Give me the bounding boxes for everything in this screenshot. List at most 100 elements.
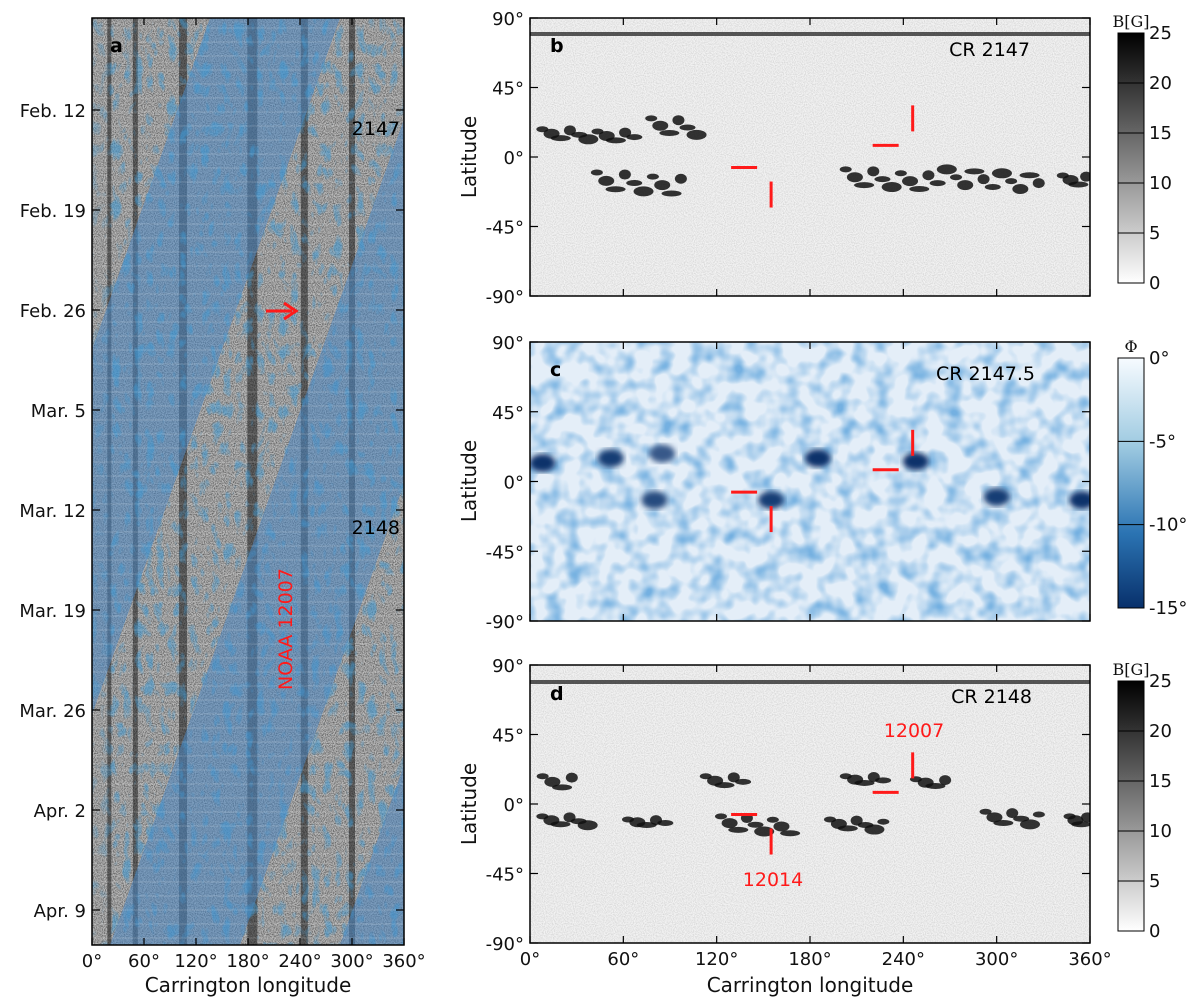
panel-a-ytick-label: Mar. 26 bbox=[19, 701, 86, 722]
panel-b-flux-patch bbox=[1012, 184, 1029, 195]
panel-d-flux-patch bbox=[714, 782, 735, 789]
panel-d-ylabel: Latitude bbox=[457, 763, 481, 845]
panel-d-flux-patch bbox=[721, 818, 738, 829]
panel-b-flux-patch bbox=[957, 180, 974, 191]
panel-b-ytick-label: 90° bbox=[492, 9, 524, 30]
panel-a-letter: a bbox=[110, 35, 123, 57]
panel-d-flux-patch bbox=[657, 819, 674, 826]
panel-b-flux-patch bbox=[1032, 178, 1045, 189]
panel-c-markers bbox=[731, 429, 915, 533]
panel-d-colorbar: B[G]25 20 15 10 5 0 bbox=[1112, 660, 1171, 942]
panel-d-ytick-label: 90° bbox=[492, 656, 524, 677]
panel-c-x-axis bbox=[529, 342, 1091, 621]
panel-d-flux-patch bbox=[766, 816, 779, 823]
panel-c-ytick-label: -45° bbox=[486, 542, 524, 563]
panel-b-x-axis bbox=[529, 18, 1091, 296]
panel-b-colorbar-label: 15 bbox=[1149, 123, 1172, 144]
panel-d-letter: d bbox=[550, 683, 564, 705]
panel-c-y-axis: 90° 45° 0° -45° -90° bbox=[486, 333, 1090, 633]
panel-c-ytick-label: 45° bbox=[492, 403, 524, 424]
panel-a-image bbox=[92, 18, 404, 945]
panel-b-flux-patch bbox=[590, 169, 603, 176]
panel-d-colorbar-label: 5 bbox=[1149, 871, 1160, 892]
panel-d-flux-patch bbox=[747, 821, 764, 828]
panel-d-ytick-label: -90° bbox=[486, 934, 524, 955]
panel-d-flux-patch bbox=[536, 773, 549, 780]
panel-d-flux-patch bbox=[979, 808, 992, 815]
panel-a-stripe bbox=[247, 18, 258, 945]
panel-c-blobs bbox=[530, 444, 1090, 510]
panel-d-label-12007: 12007 bbox=[884, 720, 944, 742]
panel-a-xtick-label: 360° bbox=[382, 951, 425, 972]
panel-d-flux-patch bbox=[550, 821, 571, 828]
panel-d-label-12014: 12014 bbox=[743, 869, 803, 891]
panel-b-flux-patch bbox=[598, 175, 615, 186]
panel-d-flux-patch bbox=[986, 812, 1003, 823]
panel-c-blob bbox=[983, 488, 1010, 506]
panel-d-flux-patch bbox=[1071, 821, 1090, 828]
panel-a-blue-bands bbox=[92, 18, 404, 945]
panel-d-xtick-label: 0° bbox=[520, 949, 540, 970]
panel-b-flux-patch bbox=[1019, 172, 1040, 179]
panel-c-blob bbox=[804, 449, 831, 468]
panel-c-ytick-label: 90° bbox=[492, 333, 524, 354]
panel-b-flux-patch bbox=[652, 120, 669, 131]
panel-d-y-axis: 90° 45° 0° -45° -90° bbox=[486, 656, 1090, 955]
panel-d-flux-patch bbox=[864, 824, 885, 835]
panel-d-flux-patch bbox=[993, 819, 1014, 826]
panel-b-colorbar-label: 10 bbox=[1149, 173, 1172, 194]
panel-a-xtick-label: 60° bbox=[128, 951, 160, 972]
panel-b-flux-patch bbox=[846, 172, 863, 183]
panel-d-flux-patch bbox=[854, 779, 875, 786]
panel-b-colorbar-title: B[G] bbox=[1112, 12, 1149, 31]
panel-a-rotation-2147: 2147 bbox=[352, 118, 400, 140]
panel-b-flux-patch bbox=[578, 134, 599, 145]
panel-d-colorbar-label: 25 bbox=[1149, 671, 1172, 692]
panel-c-blob bbox=[597, 449, 624, 468]
panel-b-flux-patch bbox=[605, 137, 626, 144]
panel-b-flux-patch bbox=[1080, 171, 1090, 182]
panel-b-image bbox=[530, 18, 1090, 296]
panel-d-xtick-label: 120° bbox=[695, 949, 738, 970]
panel-d-ytick-label: 45° bbox=[492, 726, 524, 747]
panel-b-flux-patch bbox=[929, 180, 946, 187]
panel-d-flux-patch bbox=[1006, 808, 1019, 819]
panel-d-flux-patch bbox=[544, 776, 561, 787]
panel-b-flux-patch bbox=[922, 170, 935, 181]
panel-c-colorbar: Φ 0° -5° -10° -15° bbox=[1117, 337, 1187, 619]
panel-b: b CR 2147 90° 45° 0° -45° -90° Latitude B[G]… bbox=[457, 9, 1172, 308]
panel-d-title: CR 2148 bbox=[951, 686, 1032, 708]
panel-a-rotation-2148: 2148 bbox=[352, 517, 400, 539]
panel-a-ytick-label: Feb. 12 bbox=[20, 101, 86, 122]
panel-c-blob bbox=[902, 452, 929, 471]
panel-b-flux-patch bbox=[867, 166, 880, 177]
panel-b-flux-patch bbox=[679, 124, 696, 131]
panel-b-flux-patch bbox=[646, 173, 659, 180]
panel-b-y-axis: 90° 45° 0° -45° -90° bbox=[486, 9, 1090, 308]
panel-d-colorbar-title: B[G] bbox=[1112, 660, 1149, 679]
panel-b-flux-patch bbox=[645, 115, 658, 122]
panel-b-colorbar: B[G]25 20 15 10 5 0 bbox=[1112, 12, 1171, 294]
panel-b-colorbar-bar bbox=[1117, 32, 1145, 284]
panel-d-activity bbox=[536, 772, 1090, 837]
panel-c-colorbar-label: 0° bbox=[1149, 348, 1169, 369]
panel-d-flux-patch bbox=[552, 784, 573, 791]
panel-a-xtick-label: 240° bbox=[278, 951, 321, 972]
panel-b-letter: b bbox=[550, 35, 564, 57]
panel-c-letter: c bbox=[550, 359, 561, 381]
panel-a-xlabel: Carrington longitude bbox=[145, 973, 352, 997]
panel-b-colorbar-label: 20 bbox=[1149, 73, 1172, 94]
panel-d-xlabel: Carrington longitude bbox=[707, 973, 914, 997]
panel-b-ytick-label: 0° bbox=[504, 148, 524, 169]
panel-d-colorbar-label: 20 bbox=[1149, 721, 1172, 742]
panel-d-xtick-label: 240° bbox=[882, 949, 925, 970]
panel-b-colorbar-label: 25 bbox=[1149, 23, 1172, 44]
panel-b-flux-patch bbox=[881, 182, 902, 193]
panel-d-flux-patch bbox=[577, 820, 598, 831]
panel-d-flux-patch bbox=[728, 826, 749, 833]
panel-c-colorbar-label: -15° bbox=[1149, 598, 1187, 619]
panel-c-ytick-label: 0° bbox=[504, 473, 524, 494]
panel-b-flux-patch bbox=[991, 168, 1012, 179]
panel-c: c CR 2147.5 90°45°0°-45°-90° Latitude Φ0… bbox=[457, 333, 1187, 633]
